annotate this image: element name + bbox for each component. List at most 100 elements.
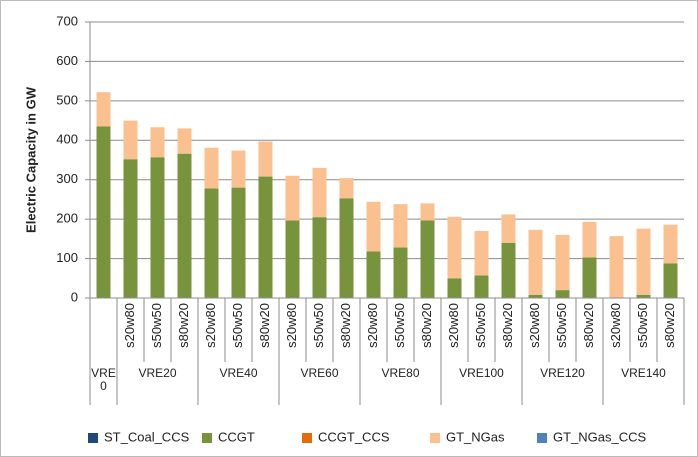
bar-segment: [123, 120, 138, 160]
legend-label: CCGT_CCS: [318, 429, 390, 444]
bar-segment: [231, 150, 246, 188]
group-label-box: VRE20: [138, 367, 177, 380]
group-label-box: VRE40: [219, 367, 258, 380]
bar-segment: [501, 242, 516, 298]
legend-label: CCGT: [218, 429, 255, 444]
bar-segment: [366, 201, 381, 252]
bar-segment: [312, 217, 327, 298]
bar-segment: [447, 216, 462, 279]
bar-segment: [258, 141, 273, 177]
group-label-box: VRE120: [540, 367, 585, 380]
bar-segment: [663, 224, 678, 264]
bar-segment: [150, 157, 165, 298]
x-tick-label: s80w20: [662, 303, 677, 348]
x-tick-label: s20w80: [284, 303, 299, 348]
bar-segment: [420, 203, 435, 221]
legend-swatch: [88, 433, 98, 443]
x-tick-label: s20w80: [122, 303, 137, 348]
bar-segment: [177, 153, 192, 298]
group-label-box: VRE140: [621, 367, 666, 380]
x-tick-label: s20w80: [608, 303, 623, 348]
group-label: VRE140: [621, 367, 666, 380]
bar-segment: [636, 294, 651, 298]
group-label: VRE60: [300, 367, 339, 380]
x-tick-label: s20w80: [527, 303, 542, 348]
group-label-box: VRE60: [300, 367, 339, 380]
bar-segment: [339, 198, 354, 298]
bar-segment: [393, 204, 408, 248]
bar-segment: [582, 221, 597, 258]
x-tick-label: s50w50: [311, 303, 326, 348]
bar-segment: [123, 159, 138, 298]
bar-segment: [609, 236, 624, 298]
group-label-box: VRE100: [459, 367, 504, 380]
bar-segment: [447, 278, 462, 298]
bar-segment: [474, 275, 489, 298]
legend-label: GT_NGas: [446, 429, 505, 444]
bar-segment: [528, 294, 543, 298]
bar-segment: [231, 187, 246, 298]
bar-segment: [636, 228, 651, 295]
bar-segment: [582, 257, 597, 298]
x-tick-label: s50w50: [554, 303, 569, 348]
bar-segment: [663, 263, 678, 298]
legend-swatch: [302, 433, 312, 443]
y-tick-label: 300: [56, 171, 78, 186]
x-tick-label: s20w80: [446, 303, 461, 348]
group-label-box: VRE80: [381, 367, 420, 380]
bar-segment: [501, 214, 516, 243]
bar-segment: [96, 126, 111, 298]
x-tick-label: s80w20: [338, 303, 353, 348]
y-tick-label: 700: [56, 13, 78, 28]
group-label: VRE40: [219, 367, 258, 380]
y-tick-label: 600: [56, 53, 78, 68]
group-label: VRE100: [459, 367, 504, 380]
x-tick-label: s20w80: [203, 303, 218, 348]
bar-segment: [285, 175, 300, 221]
bar-segment: [150, 127, 165, 158]
bar-segment: [555, 290, 570, 298]
y-tick-label: 0: [71, 289, 78, 304]
group-label: VRE120: [540, 367, 585, 380]
x-tick-label: s80w20: [176, 303, 191, 348]
y-tick-label: 200: [56, 211, 78, 226]
bar-segment: [204, 188, 219, 298]
y-tick-label: 400: [56, 132, 78, 147]
bar-segment: [258, 176, 273, 298]
legend-swatch: [430, 433, 440, 443]
bar-segment: [96, 92, 111, 127]
bar-segment: [285, 220, 300, 298]
legend-swatch: [537, 433, 547, 443]
x-tick-label: s50w50: [392, 303, 407, 348]
bar-segment: [420, 220, 435, 298]
bar-segment: [393, 247, 408, 298]
bar-segment: [339, 178, 354, 199]
x-tick-label: s50w50: [635, 303, 650, 348]
group-label-box: VRE0: [91, 367, 116, 393]
x-tick-label: s50w50: [230, 303, 245, 348]
bar-segment: [312, 167, 327, 218]
bar-segment: [177, 128, 192, 154]
x-tick-label: s80w20: [581, 303, 596, 348]
bar-segment: [366, 251, 381, 298]
y-tick-label: 100: [56, 250, 78, 265]
bar-segment: [528, 229, 543, 295]
legend-label: ST_Coal_CCS: [104, 429, 190, 444]
bar-segment: [204, 147, 219, 189]
group-label: VRE0: [91, 367, 116, 393]
legend-label: GT_NGas_CCS: [553, 429, 647, 444]
x-tick-label: s20w80: [365, 303, 380, 348]
group-label: VRE20: [138, 367, 177, 380]
bar-segment: [474, 230, 489, 276]
legend-swatch: [202, 433, 212, 443]
bar-segment: [555, 234, 570, 291]
y-axis-label: Electric Capacity in GW: [23, 86, 38, 233]
x-tick-label: s80w20: [419, 303, 434, 348]
y-tick-label: 500: [56, 92, 78, 107]
x-tick-label: s50w50: [473, 303, 488, 348]
x-tick-label: s80w20: [500, 303, 515, 348]
group-label: VRE80: [381, 367, 420, 380]
x-tick-label: s50w50: [149, 303, 164, 348]
x-tick-label: s80w20: [257, 303, 272, 348]
